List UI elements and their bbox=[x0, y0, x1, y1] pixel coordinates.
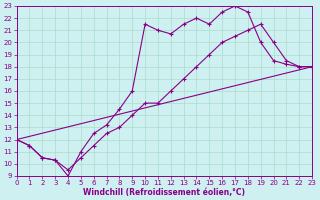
X-axis label: Windchill (Refroidissement éolien,°C): Windchill (Refroidissement éolien,°C) bbox=[84, 188, 245, 197]
